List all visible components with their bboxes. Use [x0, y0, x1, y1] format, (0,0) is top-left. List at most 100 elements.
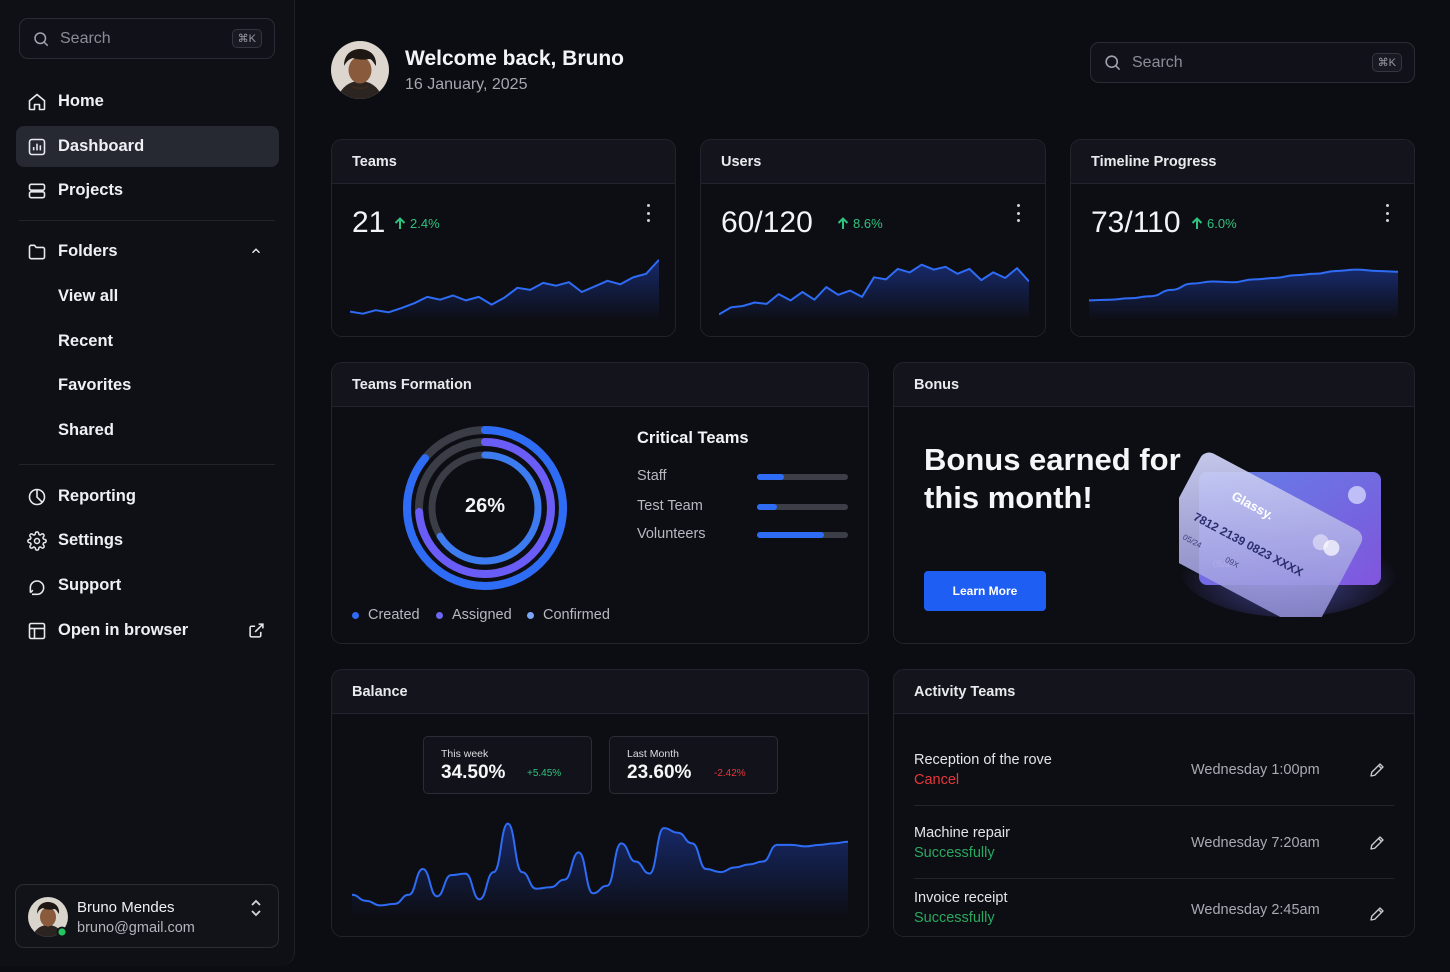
header-search[interactable]: Search ⌘K [1090, 42, 1415, 83]
stat-card-timeline-progress: Timeline Progress 73/110 6.0% [1070, 139, 1415, 337]
balance-line-chart [352, 822, 848, 916]
pencil-icon[interactable] [1368, 834, 1386, 857]
home-icon [27, 92, 47, 112]
nav-settings[interactable]: Settings [16, 520, 279, 561]
nav-home-label: Home [58, 92, 104, 110]
bonus-headline: Bonus earned for this month! [924, 442, 1181, 515]
nav-support[interactable]: Support [16, 565, 279, 606]
stat-card-users: Users 60/120 8.6% [700, 139, 1046, 337]
activity-name: Machine repair [914, 825, 1010, 841]
sidebar-divider [19, 220, 275, 221]
sidebar: Search ⌘K Home Dashboard Projects Folder… [0, 0, 295, 966]
nav-dashboard[interactable]: Dashboard [16, 126, 279, 167]
ring-assigned [415, 438, 555, 578]
row-divider [914, 878, 1394, 879]
balance-change: +5.45% [527, 768, 562, 779]
header-avatar[interactable] [331, 41, 389, 99]
card-title: Balance [332, 670, 868, 714]
nav-settings-label: Settings [58, 531, 124, 549]
critical-bar-test-team [757, 504, 848, 510]
users-sparkline [719, 263, 1029, 320]
pencil-icon[interactable] [1368, 761, 1386, 784]
nav-reporting[interactable]: Reporting [16, 476, 279, 517]
folder-shared[interactable]: Shared [58, 421, 114, 439]
activity-row[interactable]: Machine repair Successfully Wednesday 7:… [914, 825, 1394, 897]
legend-created: Created [352, 607, 420, 623]
activity-status: Cancel [914, 772, 960, 788]
nav-projects-label: Projects [58, 181, 124, 199]
folder-view-all[interactable]: View all [58, 287, 119, 305]
balance-card: Balance This week 34.50% +5.45% Last Mon… [331, 669, 869, 937]
card-title: Activity Teams [894, 670, 1414, 714]
nav-reporting-label: Reporting [58, 487, 136, 505]
chart-area-fill [350, 259, 659, 320]
nav-support-label: Support [58, 576, 122, 594]
dashboard-icon [27, 137, 47, 157]
nav-folders-label: Folders [58, 242, 118, 260]
nav-home[interactable]: Home [16, 81, 279, 122]
folder-recent[interactable]: Recent [58, 332, 114, 350]
search-icon [1105, 55, 1121, 71]
balance-value: 23.60% [627, 762, 692, 783]
legend-confirmed: Confirmed [527, 607, 610, 623]
card-title: Timeline Progress [1071, 140, 1414, 184]
folder-favorites[interactable]: Favorites [58, 376, 132, 394]
critical-bar-volunteers [757, 532, 848, 538]
stat-delta-value: 2.4% [410, 216, 440, 231]
stat-delta-value: 8.6% [853, 216, 883, 231]
nav-projects[interactable]: Projects [16, 170, 279, 211]
avatar [28, 897, 68, 937]
nav-folders[interactable]: Folders [16, 231, 279, 272]
activity-time: Wednesday 7:20am [1191, 835, 1320, 851]
credit-card-illustration: 05/24 Glassy. 7812 2139 0823 XXXX 05/24 … [1179, 452, 1399, 617]
timeline-sparkline [1089, 268, 1398, 320]
chart-line [1089, 268, 1398, 302]
chart-line [719, 263, 1029, 316]
page-title: Welcome back, Bruno [405, 47, 625, 70]
legend-label: Assigned [452, 607, 512, 623]
balance-change: -2.42% [714, 768, 746, 779]
activity-row[interactable]: Invoice receipt Successfully Wednesday 2… [914, 890, 1394, 936]
gear-icon [27, 530, 47, 551]
chevron-up-down-icon[interactable] [248, 898, 264, 923]
activity-time: Wednesday 1:00pm [1191, 762, 1320, 778]
sidebar-search[interactable]: Search ⌘K [19, 18, 275, 59]
activity-teams-card: Activity Teams Reception of the rove Can… [893, 669, 1415, 937]
support-icon [27, 576, 47, 596]
sidebar-divider [19, 464, 275, 465]
arrow-up-icon [394, 217, 406, 229]
balance-last-month: Last Month 23.60% -2.42% [609, 736, 778, 794]
user-switcher[interactable]: Bruno Mendes bruno@gmail.com [15, 884, 279, 948]
chevron-up-icon[interactable] [247, 242, 265, 260]
card-title: Teams [332, 140, 675, 184]
more-options-icon[interactable] [645, 204, 651, 222]
more-options-icon[interactable] [1384, 204, 1390, 222]
stat-card-teams: Teams 21 2.4% [331, 139, 676, 337]
activity-row[interactable]: Reception of the rove Cancel Wednesday 1… [914, 752, 1394, 824]
chart-line [350, 259, 659, 315]
nav-dashboard-label: Dashboard [58, 137, 145, 155]
stat-value: 73/110 [1091, 206, 1181, 239]
shortcut-badge: ⌘K [1371, 53, 1402, 72]
legend-label: Confirmed [543, 607, 610, 623]
arrow-up-icon [1191, 217, 1203, 229]
critical-bar-staff [757, 474, 848, 480]
pencil-icon[interactable] [1368, 905, 1386, 928]
ring-confirmed [428, 451, 542, 565]
teams-ring-chart [403, 426, 567, 590]
legend-assigned: Assigned [436, 607, 512, 623]
arrow-up-icon [837, 217, 849, 229]
nav-open-in-browser[interactable]: Open in browser [16, 610, 279, 651]
nav-open-in-browser-label: Open in browser [58, 621, 189, 639]
stat-value: 60/120 [721, 206, 813, 239]
activity-status: Successfully [914, 845, 995, 861]
card-title: Users [701, 140, 1045, 184]
critical-teams-title: Critical Teams [637, 429, 749, 447]
search-icon [34, 31, 49, 46]
teams-formation-card: Teams Formation 26% Critical Teams Staff… [331, 362, 869, 644]
ring-center-label: 26% [464, 495, 506, 517]
bonus-card: Bonus Bonus earned for this month! Learn… [893, 362, 1415, 644]
more-options-icon[interactable] [1015, 204, 1021, 222]
learn-more-button[interactable]: Learn More [924, 571, 1046, 611]
stat-delta-value: 6.0% [1207, 216, 1237, 231]
